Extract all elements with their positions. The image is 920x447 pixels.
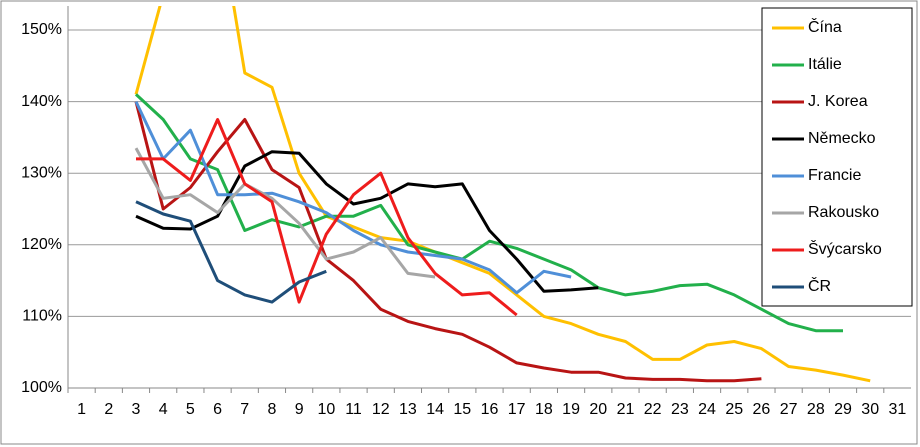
series-line xyxy=(135,200,327,304)
x-tick-label: 21 xyxy=(617,401,635,418)
x-tick-label: 8 xyxy=(267,401,276,418)
x-tick-label: 9 xyxy=(295,401,304,418)
legend-label: J. Korea xyxy=(808,93,868,110)
x-tick-label: 19 xyxy=(562,401,580,418)
x-tick-label: 12 xyxy=(372,401,390,418)
y-tick-label: 130% xyxy=(21,164,62,181)
x-tick-label: 17 xyxy=(508,401,526,418)
series-line xyxy=(134,93,843,333)
x-tick-label: 26 xyxy=(753,401,771,418)
x-tick-label: 2 xyxy=(104,401,113,418)
x-tick-label: 23 xyxy=(671,401,689,418)
x-tick-label: 27 xyxy=(780,401,798,418)
y-tick-label: 110% xyxy=(22,308,62,325)
series-line xyxy=(134,101,762,383)
series-line xyxy=(134,6,871,383)
legend-label: Čína xyxy=(808,17,842,36)
x-tick-label: 5 xyxy=(186,401,195,418)
y-tick-label: 120% xyxy=(21,236,62,253)
x-tick-label: 7 xyxy=(240,401,249,418)
legend-label: Rakousko xyxy=(808,204,879,221)
x-tick-label: 22 xyxy=(644,401,662,418)
series-line xyxy=(135,150,599,293)
x-tick-label: 28 xyxy=(807,401,825,418)
x-tick-label: 24 xyxy=(698,401,716,418)
series-line xyxy=(134,147,436,279)
legend-label: Německo xyxy=(808,130,876,147)
x-tick-label: 15 xyxy=(453,401,471,418)
legend-label: Itálie xyxy=(808,56,842,73)
legend-label: Švýcarsko xyxy=(808,239,882,258)
x-tick-label: 20 xyxy=(589,401,607,418)
series-line xyxy=(136,118,518,317)
y-tick-label: 100% xyxy=(21,379,62,396)
x-tick-label: 13 xyxy=(399,401,417,418)
x-tick-label: 11 xyxy=(345,401,362,418)
x-tick-label: 3 xyxy=(132,401,141,418)
x-tick-label: 31 xyxy=(889,401,907,418)
plot xyxy=(134,6,871,383)
legend-label: ČR xyxy=(808,276,831,295)
series-line xyxy=(134,100,572,295)
legend-label: Francie xyxy=(808,167,861,184)
x-tick-label: 10 xyxy=(317,401,335,418)
y-tick-label: 140% xyxy=(21,93,62,110)
x-tick-label: 25 xyxy=(725,401,743,418)
legend-box xyxy=(761,7,913,307)
x-tick-label: 18 xyxy=(535,401,553,418)
x-tick-label: 1 xyxy=(77,401,86,418)
x-tick-label: 6 xyxy=(213,401,222,418)
legend: Čína Itálie J. Korea Německo Francie Rakousko… xyxy=(761,7,913,307)
x-tick-label: 29 xyxy=(834,401,852,418)
x-tick-label: 30 xyxy=(861,401,879,418)
y-tick-label: 150% xyxy=(21,21,62,38)
x-tick-label: 16 xyxy=(481,401,499,418)
x-tick-label: 14 xyxy=(426,401,444,418)
axes: 100%110%120%130%140%150%1 2 3 4 5 6 7 8 9 10 11 12 1… xyxy=(21,6,911,418)
x-tick-label: 4 xyxy=(159,401,168,418)
